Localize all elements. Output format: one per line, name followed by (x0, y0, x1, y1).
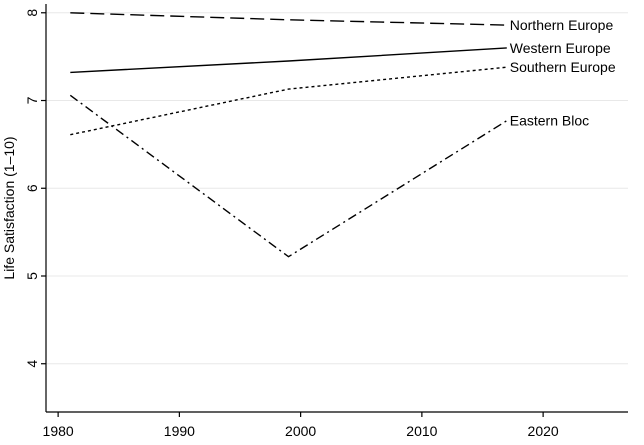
y-tick-label-6: 6 (24, 184, 40, 192)
x-tick-label-2010: 2010 (406, 423, 437, 439)
x-tick-label-1990: 1990 (164, 423, 195, 439)
series-line-eastern-bloc (69, 94, 508, 258)
gridlines (46, 12, 628, 365)
y-tick-label-5: 5 (24, 272, 40, 280)
series-line-western-europe (70, 47, 507, 74)
series-labels: Northern Europe Western Europe Southern Eu… (510, 17, 616, 129)
series-line-northern-europe (70, 12, 507, 26)
y-tick-label-4: 4 (24, 360, 40, 368)
y-tick-label-8: 8 (24, 9, 40, 17)
series-label-western-europe: Western Europe (510, 40, 611, 56)
series-lines (69, 12, 508, 258)
x-tick-label-2000: 2000 (285, 423, 316, 439)
y-axis-title: Life Satisfaction (1–10) (1, 136, 17, 279)
y-tick-label-7: 7 (24, 96, 40, 104)
axes: 4 5 6 7 8 1980 1990 2000 2010 2020 (24, 4, 628, 439)
x-tick-label-1980: 1980 (43, 423, 74, 439)
series-line-southern-europe (70, 66, 507, 136)
series-label-northern-europe: Northern Europe (510, 17, 614, 33)
series-label-eastern-bloc: Eastern Bloc (510, 113, 589, 129)
series-label-southern-europe: Southern Europe (510, 59, 616, 75)
x-tick-label-2020: 2020 (528, 423, 559, 439)
